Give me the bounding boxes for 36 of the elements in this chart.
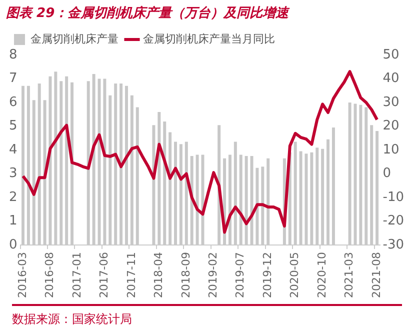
y2-tick-label: -10 bbox=[382, 190, 404, 205]
legend-label: 金属切削机床产量当月同比 bbox=[143, 32, 275, 46]
x-tick-label: 2017-11 bbox=[124, 252, 138, 298]
y2-tick-label: -20 bbox=[382, 214, 404, 229]
x-tick-label: 2018-04 bbox=[152, 252, 166, 298]
x-tick-label: 2020-05 bbox=[288, 252, 302, 298]
y-tick-label: 5 bbox=[8, 118, 18, 134]
y2-tick-label: 50 bbox=[382, 47, 400, 62]
y-tick-label: 2 bbox=[8, 190, 18, 205]
chart-title: 图表 29：金属切削机床产量（万台）及同比增速 bbox=[6, 4, 289, 22]
x-tick-label: 2017-06 bbox=[98, 252, 111, 298]
y-tick-label: 6 bbox=[8, 94, 18, 110]
y-tick-label: 3 bbox=[8, 166, 18, 182]
x-tick-label: 2019-12 bbox=[260, 252, 274, 298]
x-tick-label: 2016-08 bbox=[43, 252, 56, 298]
y2-tick-label: 20 bbox=[382, 118, 400, 134]
legend-label: 金属切削机床产量 bbox=[30, 32, 118, 46]
source-note: 数据来源：国家统计局 bbox=[12, 311, 132, 328]
x-tick-label: 2018-09 bbox=[179, 252, 192, 298]
x-tick-label: 2020-10 bbox=[315, 252, 328, 298]
x-tick-label: 2019-02 bbox=[206, 252, 220, 298]
y-tick-label: 4 bbox=[8, 142, 18, 158]
y-tick-label: 8 bbox=[8, 47, 18, 62]
y2-tick-label: 0 bbox=[382, 166, 392, 182]
x-tick-label: 2021-03 bbox=[342, 252, 356, 298]
y2-tick-label: 30 bbox=[382, 94, 400, 110]
x-tick-label: 2016-03 bbox=[16, 252, 29, 298]
x-tick-label: 2017-01 bbox=[70, 252, 84, 298]
x-tick-label: 2021-08 bbox=[370, 252, 383, 298]
y2-tick-label: 10 bbox=[382, 142, 400, 158]
y-tick-label: 0 bbox=[8, 237, 18, 252]
y-tick-label: 7 bbox=[8, 71, 18, 86]
y2-tick-label: -30 bbox=[382, 237, 404, 252]
y2-tick-label: 40 bbox=[382, 71, 400, 86]
y-tick-label: 1 bbox=[8, 214, 18, 229]
x-tick-label: 2019-07 bbox=[234, 252, 247, 298]
